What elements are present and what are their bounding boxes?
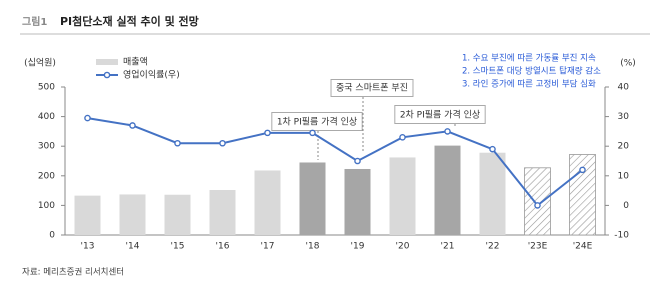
legend-label: 매출액 — [123, 56, 148, 68]
bar — [389, 157, 416, 235]
annotation: 중국 스마트폰 부진 — [336, 83, 408, 94]
chart-title: PI첨단소재 실적 추이 및 전망 — [60, 14, 199, 28]
x-tick-label: '14 — [126, 242, 140, 252]
bar — [299, 162, 326, 235]
bar — [344, 168, 371, 235]
y2-tick-label: 0 — [623, 201, 629, 211]
y2-tick-label: 10 — [618, 171, 630, 181]
bar — [434, 145, 461, 235]
legend-marker — [103, 71, 111, 79]
bar — [164, 194, 191, 235]
line-marker — [264, 129, 271, 137]
y-tick-label: 500 — [38, 83, 55, 93]
bar — [119, 194, 146, 235]
x-tick-label: '18 — [306, 242, 320, 252]
line-marker — [174, 139, 181, 147]
y2-tick-label: -10 — [614, 231, 629, 241]
y2-tick-label: 20 — [618, 142, 630, 152]
annotation: 1차 PI필름 가격 인상 — [277, 116, 357, 128]
x-tick-label: '17 — [261, 242, 275, 252]
x-tick-label: '16 — [216, 242, 230, 252]
annotation-box — [394, 105, 486, 124]
line-marker — [489, 145, 496, 153]
y2-axis-unit: (%) — [620, 59, 636, 69]
y-tick-label: 0 — [49, 231, 55, 241]
legend-label: 영업이익률(우) — [123, 69, 180, 81]
line-marker — [129, 122, 136, 129]
y-tick-label: 200 — [38, 171, 55, 181]
annotation-box — [330, 79, 414, 97]
bar — [254, 170, 281, 235]
annotation: 2차 PI필름 가격 인상 — [400, 109, 480, 121]
note: 2. 스마트폰 대당 방열시트 탑재량 감소 — [462, 66, 601, 77]
x-tick-label: '23E — [528, 242, 548, 252]
figure-label: 그림1 — [22, 16, 47, 28]
x-tick-label: '22 — [486, 242, 500, 252]
bar — [209, 190, 236, 235]
bar — [479, 152, 506, 235]
x-tick-label: '19 — [351, 242, 365, 252]
x-tick-label: '21 — [441, 242, 455, 252]
line-marker — [309, 129, 316, 137]
y-tick-label: 100 — [38, 201, 55, 211]
note: 1. 수요 부진에 따른 가동률 부진 지속 — [462, 53, 596, 64]
line-marker — [354, 157, 361, 165]
source: 자료: 메리츠증권 리서치센터 — [22, 267, 124, 278]
line-marker — [534, 202, 541, 209]
x-tick-label: '24E — [573, 242, 593, 252]
line-marker — [219, 139, 226, 147]
line-marker — [399, 134, 406, 141]
line-marker — [84, 114, 91, 122]
y2-tick-label: 30 — [618, 112, 630, 122]
y-tick-label: 400 — [38, 112, 55, 122]
x-tick-label: '13 — [81, 242, 95, 252]
x-tick-label: '20 — [396, 242, 410, 252]
annotation-box — [271, 112, 363, 131]
line-marker — [444, 128, 451, 135]
bar — [74, 195, 101, 235]
y-axis-unit: (십억원) — [24, 57, 56, 69]
note: 3. 라인 증가에 따른 고정비 부담 심화 — [462, 79, 596, 90]
y-tick-label: 300 — [38, 142, 55, 152]
x-tick-label: '15 — [171, 242, 185, 252]
bar — [524, 167, 551, 236]
bar — [569, 154, 596, 236]
line-marker — [579, 166, 586, 174]
line — [87, 117, 584, 207]
y2-tick-label: 40 — [618, 83, 630, 93]
legend-swatch — [96, 59, 118, 65]
